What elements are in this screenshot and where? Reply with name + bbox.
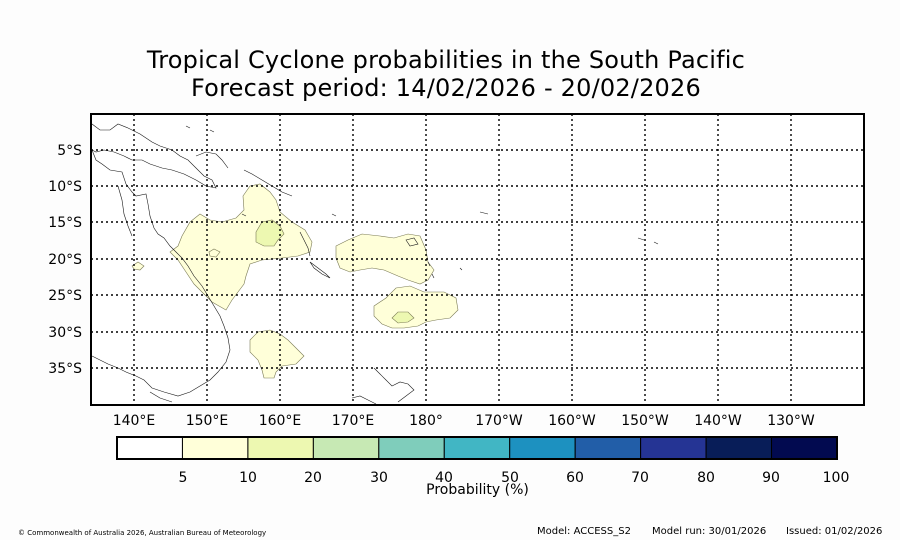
map-frame	[90, 113, 865, 406]
colorbar	[116, 436, 838, 460]
lon-label: 130°W	[767, 413, 815, 429]
prob-area-solomon-core	[255, 219, 285, 247]
coast-tasmania	[149, 391, 173, 403]
colorbar-segment	[312, 436, 380, 460]
lat-label: 15°S	[48, 215, 82, 231]
lat-label: 5°S	[57, 143, 82, 159]
lat-label: 35°S	[48, 361, 82, 377]
colorbar-segment	[378, 436, 445, 460]
lon-label: 150°W	[621, 413, 669, 429]
colorbar-tick: 20	[304, 470, 322, 486]
colorbar-tick: 70	[631, 470, 649, 486]
lat-label: 30°S	[48, 325, 82, 341]
lat-label: 10°S	[48, 179, 82, 195]
map-title: Tropical Cyclone probabilities in the So…	[146, 46, 746, 74]
colorbar-segment	[640, 436, 707, 460]
coast-vanuatu	[299, 231, 311, 257]
lon-label: 170°W	[475, 413, 523, 429]
colorbar-tick: 30	[370, 470, 388, 486]
lat-label: 20°S	[48, 252, 82, 268]
prob-area-south-tonga-core	[391, 311, 415, 324]
copyright: © Commonwealth of Australia 2026, Austra…	[18, 529, 267, 537]
colorbar-tick: 100	[823, 470, 850, 486]
colorbar-tick: 90	[762, 470, 780, 486]
model-name: Model: ACCESS_S2	[537, 526, 631, 537]
prob-area-fiji	[335, 233, 435, 285]
colorbar-segment	[509, 436, 576, 460]
colorbar-tick: 80	[697, 470, 715, 486]
colorbar-segment	[116, 436, 183, 460]
colorbar-ticks: 5 10 20 30 40 50 60 70 80 90 100	[179, 470, 850, 486]
lat-labels: 5°S 10°S 15°S 20°S 25°S 30°S 35°S	[48, 143, 82, 377]
colorbar-segment	[181, 436, 249, 460]
prob-area-coral-sea	[169, 183, 313, 311]
colorbar-label: Probability (%)	[426, 482, 529, 498]
coast-nz-north	[373, 367, 415, 403]
issued-date: Issued: 01/02/2026	[786, 526, 883, 537]
coast-solomons	[243, 169, 293, 197]
prob-area-small-1	[208, 248, 221, 258]
colorbar-tick: 5	[179, 470, 188, 486]
coast-tonga	[427, 261, 435, 279]
coast-gulf	[117, 185, 133, 237]
lon-label: 150°E	[186, 413, 229, 429]
lon-labels: 140°E 150°E 160°E 170°E 180° 170°W 160°W…	[113, 413, 815, 429]
colorbar-segment	[771, 436, 838, 460]
prob-area-small-2	[131, 261, 145, 271]
coast-bismarck	[195, 151, 229, 169]
colorbar-segment	[443, 436, 511, 460]
coast-nz-south	[351, 395, 377, 405]
prob-area-tasman	[249, 329, 305, 379]
colorbar-segment	[247, 436, 314, 460]
forecast-period: Forecast period: 14/02/2026 - 20/02/2026	[191, 74, 701, 102]
lon-label: 180°	[409, 413, 443, 429]
lat-label: 25°S	[48, 288, 82, 304]
lon-label: 140°E	[113, 413, 156, 429]
coast-fiji	[405, 237, 419, 247]
coast-new-caledonia	[309, 261, 331, 279]
colorbar-tick: 60	[566, 470, 584, 486]
lon-label: 160°E	[259, 413, 302, 429]
colorbar-segment	[574, 436, 642, 460]
gridlines	[91, 114, 864, 405]
lon-label: 160°W	[548, 413, 596, 429]
colorbar-frame	[116, 436, 838, 460]
probability-contours	[131, 183, 459, 379]
lon-label: 170°E	[332, 413, 375, 429]
colorbar-tick: 10	[239, 470, 257, 486]
colorbar-tick: 40	[435, 470, 453, 486]
coast-islands	[185, 125, 659, 271]
colorbar-segment	[705, 436, 773, 460]
lon-label: 140°W	[694, 413, 742, 429]
colorbar-tick: 50	[501, 470, 519, 486]
model-run: Model run: 30/01/2026	[652, 526, 767, 537]
